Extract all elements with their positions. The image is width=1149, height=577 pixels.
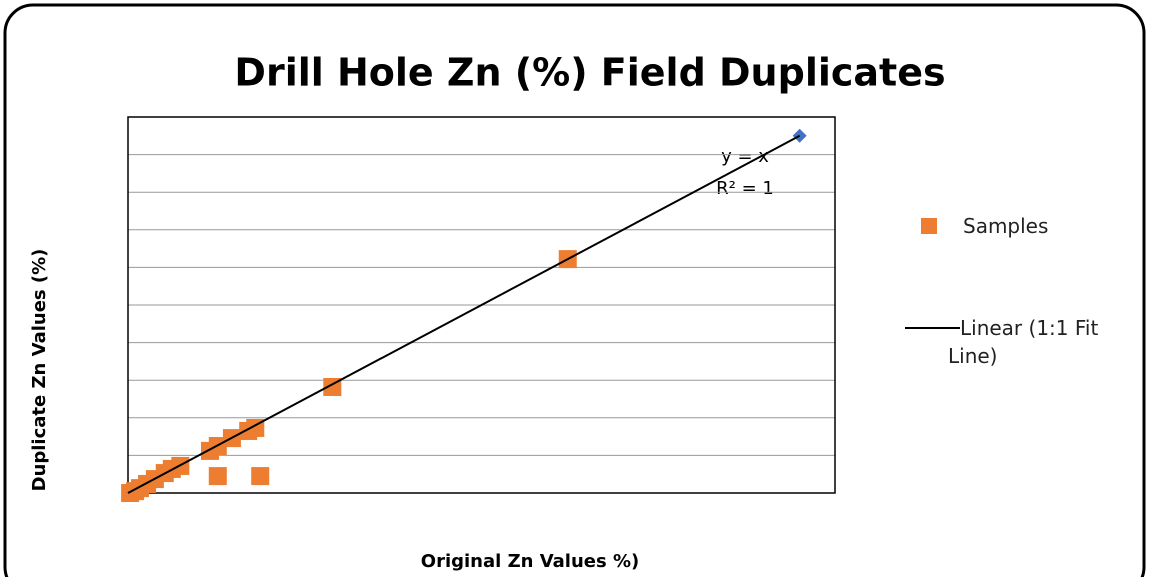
border xyxy=(3,3,1146,577)
fit-line xyxy=(127,134,801,494)
x-axis-label: Original Zn Values %) xyxy=(421,551,639,572)
legend-swatch xyxy=(905,327,960,329)
annotation: R² = 1 xyxy=(716,178,774,199)
legend-swatch xyxy=(921,218,937,234)
plot-area xyxy=(127,116,836,494)
legend-label: Linear (1:1 Fit Line) xyxy=(948,316,1099,368)
annotation: y = x xyxy=(721,146,769,167)
point xyxy=(251,467,270,486)
legend-label: Samples xyxy=(963,214,1049,238)
legend-item: Samples xyxy=(921,212,1049,240)
y-axis-label: Duplicate Zn Values (%) xyxy=(29,249,50,492)
legend-item: Linear (1:1 Fit Line) xyxy=(905,314,1100,370)
chart-title: Drill Hole Zn (%) Field Duplicates xyxy=(234,51,945,95)
point xyxy=(208,467,227,486)
